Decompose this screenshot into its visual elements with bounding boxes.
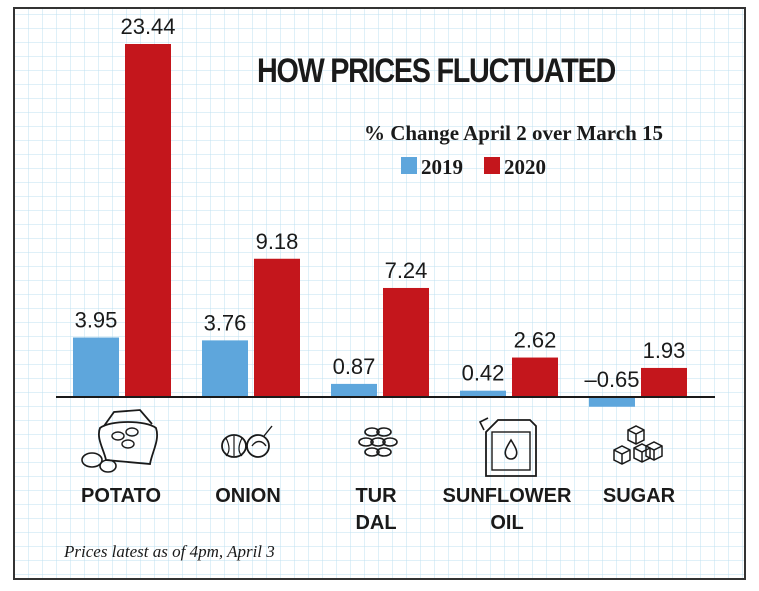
chart-title: HOW PRICES FLUCTUATED	[257, 52, 616, 90]
category-label-4: SUGAR	[603, 485, 676, 507]
category-icons	[81, 409, 663, 477]
footnote: Prices latest as of 4pm, April 3	[63, 542, 275, 561]
category-label-1: ONION	[215, 485, 281, 507]
value-label-2019-1: 3.76	[204, 310, 247, 335]
value-label-2020-0: 23.44	[120, 14, 175, 39]
value-label-2019-0: 3.95	[75, 308, 118, 333]
legend-label-2019: 2019	[421, 155, 463, 179]
category-label-3-line1: OIL	[490, 512, 523, 534]
legend-label-2020: 2020	[504, 155, 546, 179]
value-label-2019-2: 0.87	[333, 354, 376, 379]
onion-icon	[221, 425, 273, 458]
bar-2019-3	[460, 390, 506, 397]
value-label-2020-3: 2.62	[514, 328, 557, 353]
bar-2019-0	[73, 337, 119, 397]
category-labels: POTATO ONION TUR DAL SUNFLOWER OIL SUGAR	[81, 485, 676, 534]
category-label-2-line1: DAL	[355, 512, 396, 534]
value-label-2020-2: 7.24	[385, 258, 428, 283]
category-label-0: POTATO	[81, 485, 161, 507]
legend: 2019 2020	[401, 155, 546, 179]
value-label-2020-4: 1.93	[643, 338, 686, 363]
legend-swatch-2019	[401, 157, 417, 174]
bar-2020-3	[512, 357, 558, 397]
bar-2020-1	[254, 258, 300, 397]
bar-2020-4	[641, 367, 687, 397]
bar-2019-4	[589, 397, 635, 407]
category-label-2-line0: TUR	[355, 485, 397, 507]
value-label-2020-1: 9.18	[256, 229, 299, 254]
chart-frame	[13, 7, 746, 580]
tur-dal-icon	[358, 427, 398, 457]
bar-2020-0	[125, 44, 171, 397]
value-label-2019-3: 0.42	[462, 361, 505, 386]
value-label-2019-4: –0.65	[584, 367, 639, 392]
legend-swatch-2020	[484, 157, 500, 174]
category-label-3-line0: SUNFLOWER	[443, 485, 572, 507]
oil-can-icon	[478, 417, 537, 477]
bars	[73, 44, 687, 407]
potato-sack-icon	[81, 409, 158, 473]
bar-2020-2	[383, 287, 429, 397]
chart-subtitle: % Change April 2 over March 15	[364, 121, 663, 145]
sugar-cubes-icon	[613, 425, 663, 465]
bar-2019-1	[202, 340, 248, 397]
value-labels: 3.95 3.76 0.87 0.42 –0.65 23.44 9.18 7.24 2.62 1.…	[75, 14, 686, 392]
bar-2019-2	[331, 383, 377, 397]
